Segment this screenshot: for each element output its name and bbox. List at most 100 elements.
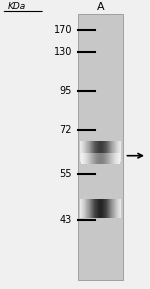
Bar xyxy=(93,199,94,218)
Bar xyxy=(115,153,116,164)
Bar xyxy=(117,153,118,164)
Bar xyxy=(78,14,123,280)
Bar xyxy=(103,141,104,162)
Bar xyxy=(87,141,88,162)
Bar xyxy=(115,141,116,162)
Bar xyxy=(93,141,94,162)
Bar xyxy=(108,199,109,218)
Bar xyxy=(105,141,106,162)
Bar xyxy=(113,141,114,162)
Text: KDa: KDa xyxy=(8,2,26,11)
Bar xyxy=(84,153,85,164)
Bar xyxy=(94,141,95,162)
Bar xyxy=(116,199,117,218)
Bar xyxy=(111,153,112,164)
Bar xyxy=(81,141,82,162)
Text: 72: 72 xyxy=(60,125,72,135)
Bar xyxy=(118,141,119,162)
Bar xyxy=(88,141,89,162)
Bar xyxy=(110,153,111,164)
Bar xyxy=(105,153,106,164)
Bar xyxy=(120,141,121,162)
Bar xyxy=(97,153,98,164)
Bar xyxy=(87,199,88,218)
Bar xyxy=(112,141,113,162)
Bar xyxy=(89,153,90,164)
Bar xyxy=(119,153,120,164)
Bar xyxy=(97,141,98,162)
Bar xyxy=(95,199,96,218)
Bar xyxy=(91,141,92,162)
Bar xyxy=(90,199,91,218)
Bar xyxy=(102,199,103,218)
Bar xyxy=(109,199,110,218)
Bar xyxy=(110,141,111,162)
Bar xyxy=(82,153,83,164)
Bar xyxy=(108,153,109,164)
Text: A: A xyxy=(97,2,104,12)
Bar xyxy=(94,153,95,164)
Bar xyxy=(106,153,107,164)
Bar xyxy=(103,153,104,164)
Bar xyxy=(121,141,122,162)
Bar xyxy=(107,153,108,164)
Bar xyxy=(101,141,102,162)
Bar xyxy=(85,141,86,162)
Bar xyxy=(90,153,91,164)
Bar xyxy=(113,199,114,218)
Bar xyxy=(114,141,115,162)
Bar xyxy=(119,141,120,162)
Bar xyxy=(101,153,102,164)
Bar xyxy=(82,153,83,164)
Bar xyxy=(89,199,90,218)
Bar xyxy=(115,199,116,218)
Bar xyxy=(95,141,96,162)
Bar xyxy=(80,199,81,218)
Bar xyxy=(99,141,100,162)
Bar xyxy=(82,141,83,162)
Bar xyxy=(117,199,118,218)
Text: 130: 130 xyxy=(54,47,72,58)
Bar xyxy=(88,153,89,164)
Bar xyxy=(84,141,85,162)
Bar xyxy=(116,153,117,164)
Bar xyxy=(105,199,106,218)
Bar xyxy=(83,153,84,164)
Bar xyxy=(92,153,93,164)
Bar xyxy=(99,199,100,218)
Bar xyxy=(111,141,112,162)
Bar xyxy=(112,199,113,218)
Bar xyxy=(118,153,119,164)
Bar xyxy=(81,153,82,164)
Text: 55: 55 xyxy=(60,169,72,179)
Bar xyxy=(85,199,86,218)
Bar xyxy=(91,199,92,218)
Bar xyxy=(109,141,110,162)
Bar xyxy=(96,199,97,218)
Bar xyxy=(107,199,108,218)
Bar xyxy=(89,141,90,162)
Bar xyxy=(100,153,101,164)
Bar xyxy=(83,141,84,162)
Bar xyxy=(86,153,87,164)
Bar xyxy=(112,153,113,164)
Bar xyxy=(108,141,109,162)
Bar xyxy=(96,153,97,164)
Bar xyxy=(80,141,81,162)
Bar xyxy=(107,141,108,162)
Bar xyxy=(100,141,101,162)
Bar xyxy=(102,141,103,162)
Bar xyxy=(111,199,112,218)
Bar xyxy=(104,141,105,162)
Bar xyxy=(86,141,87,162)
Bar xyxy=(101,199,102,218)
Bar xyxy=(81,199,82,218)
Bar xyxy=(106,141,107,162)
Text: 170: 170 xyxy=(54,25,72,35)
Bar xyxy=(87,153,88,164)
Bar xyxy=(100,199,101,218)
Bar xyxy=(113,153,114,164)
Bar xyxy=(118,199,119,218)
Bar xyxy=(94,199,95,218)
Bar xyxy=(84,199,85,218)
